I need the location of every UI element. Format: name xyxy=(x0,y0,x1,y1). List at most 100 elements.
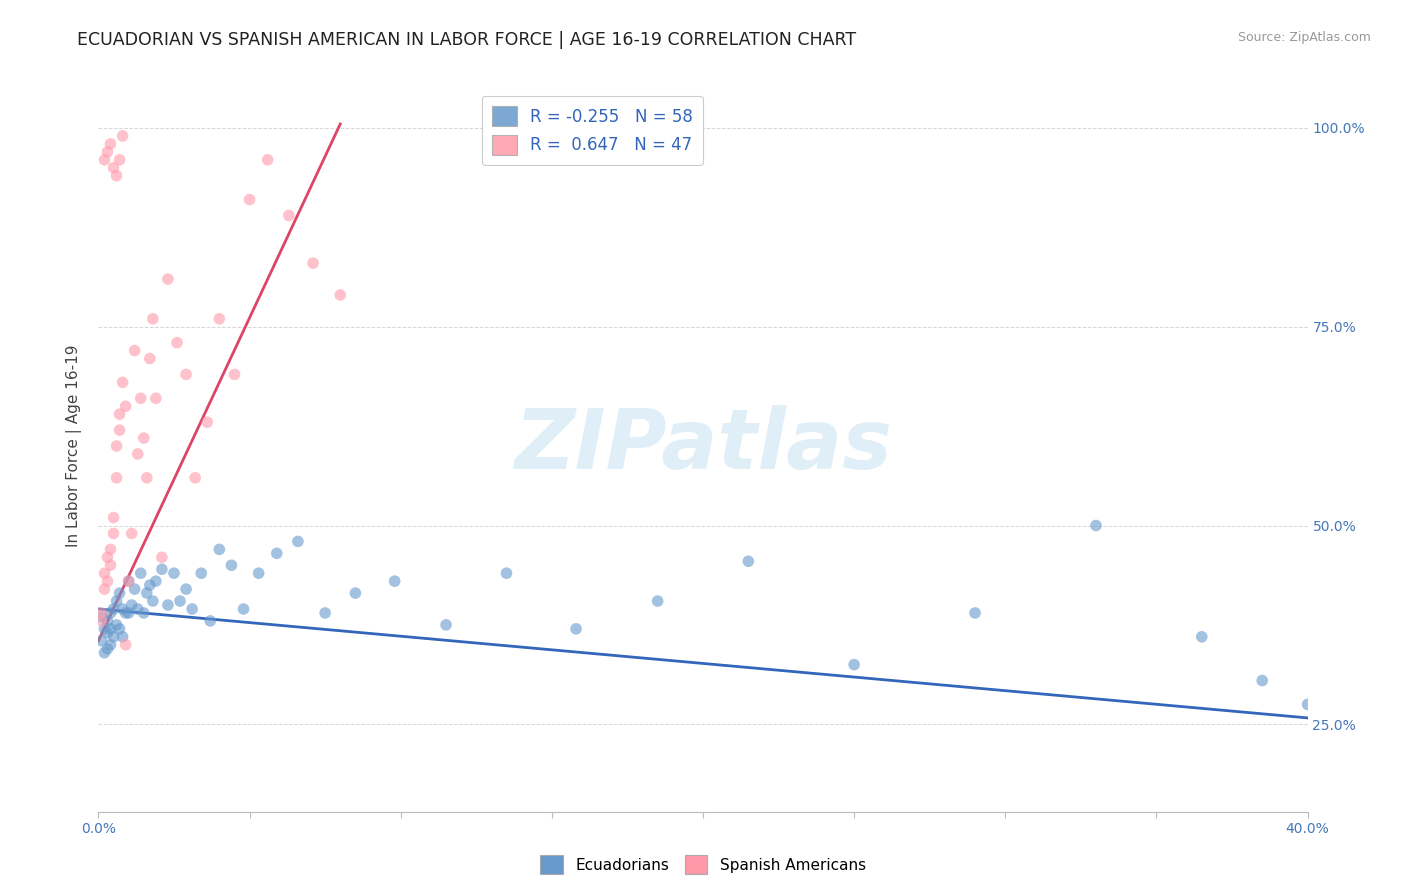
Point xyxy=(100,606,122,620)
Point xyxy=(90,606,112,620)
Point xyxy=(156,272,179,286)
Point xyxy=(565,622,588,636)
Point xyxy=(105,594,128,608)
Point xyxy=(111,602,134,616)
Legend: R = -0.255   N = 58, R =  0.647   N = 47: R = -0.255 N = 58, R = 0.647 N = 47 xyxy=(482,96,703,165)
Point xyxy=(329,288,352,302)
Y-axis label: In Labor Force | Age 16-19: In Labor Force | Age 16-19 xyxy=(66,344,83,548)
Point xyxy=(135,586,157,600)
Point xyxy=(114,399,136,413)
Point xyxy=(174,368,197,382)
Point xyxy=(145,574,167,589)
Point xyxy=(108,153,131,167)
Point xyxy=(105,618,128,632)
Point xyxy=(124,343,146,358)
Point xyxy=(127,602,149,616)
Point xyxy=(208,542,231,557)
Point xyxy=(239,193,262,207)
Point xyxy=(495,566,517,581)
Point xyxy=(103,630,125,644)
Point xyxy=(156,598,179,612)
Point xyxy=(100,638,122,652)
Point xyxy=(103,526,125,541)
Text: ECUADORIAN VS SPANISH AMERICAN IN LABOR FORCE | AGE 16-19 CORRELATION CHART: ECUADORIAN VS SPANISH AMERICAN IN LABOR … xyxy=(77,31,856,49)
Point xyxy=(844,657,866,672)
Point xyxy=(314,606,336,620)
Point xyxy=(96,574,118,589)
Point xyxy=(256,153,278,167)
Point xyxy=(129,566,152,581)
Point xyxy=(103,161,125,175)
Point xyxy=(108,407,131,421)
Point xyxy=(100,558,122,573)
Point xyxy=(129,392,152,406)
Point xyxy=(384,574,406,589)
Point xyxy=(90,614,112,628)
Point xyxy=(647,594,669,608)
Point xyxy=(103,510,125,524)
Point xyxy=(139,351,162,366)
Point xyxy=(103,602,125,616)
Point xyxy=(166,335,188,350)
Point xyxy=(114,606,136,620)
Point xyxy=(108,622,131,636)
Point xyxy=(105,471,128,485)
Point xyxy=(111,376,134,390)
Point xyxy=(965,606,987,620)
Point xyxy=(118,574,141,589)
Point xyxy=(266,546,288,560)
Point xyxy=(100,542,122,557)
Point xyxy=(100,622,122,636)
Point xyxy=(132,431,155,445)
Point xyxy=(108,586,131,600)
Point xyxy=(1296,698,1319,712)
Point xyxy=(111,128,134,143)
Point xyxy=(200,614,222,628)
Point xyxy=(93,153,115,167)
Point xyxy=(93,566,115,581)
Point xyxy=(169,594,191,608)
Point xyxy=(277,209,299,223)
Point xyxy=(195,415,218,429)
Point xyxy=(118,574,141,589)
Point xyxy=(118,606,141,620)
Point xyxy=(302,256,325,270)
Point xyxy=(145,392,167,406)
Point xyxy=(127,447,149,461)
Point xyxy=(1085,518,1108,533)
Text: Source: ZipAtlas.com: Source: ZipAtlas.com xyxy=(1237,31,1371,45)
Point xyxy=(434,618,457,632)
Point xyxy=(174,582,197,596)
Point xyxy=(124,582,146,596)
Point xyxy=(737,554,759,568)
Point xyxy=(139,578,162,592)
Point xyxy=(142,311,165,326)
Point xyxy=(96,145,118,159)
Point xyxy=(247,566,270,581)
Point xyxy=(1251,673,1274,688)
Point xyxy=(96,614,118,628)
Point xyxy=(232,602,254,616)
Point xyxy=(163,566,186,581)
Point xyxy=(90,610,112,624)
Point xyxy=(105,439,128,453)
Point xyxy=(93,582,115,596)
Point xyxy=(96,625,118,640)
Point xyxy=(208,311,231,326)
Point xyxy=(111,630,134,644)
Point xyxy=(93,622,115,636)
Legend: Ecuadorians, Spanish Americans: Ecuadorians, Spanish Americans xyxy=(534,849,872,880)
Point xyxy=(114,638,136,652)
Point xyxy=(100,136,122,151)
Text: ZIPatlas: ZIPatlas xyxy=(515,406,891,486)
Point xyxy=(96,550,118,565)
Point xyxy=(121,598,143,612)
Point xyxy=(108,423,131,437)
Point xyxy=(121,526,143,541)
Point xyxy=(150,550,173,565)
Point xyxy=(135,471,157,485)
Point xyxy=(224,368,246,382)
Point xyxy=(181,602,204,616)
Point xyxy=(190,566,212,581)
Point xyxy=(93,646,115,660)
